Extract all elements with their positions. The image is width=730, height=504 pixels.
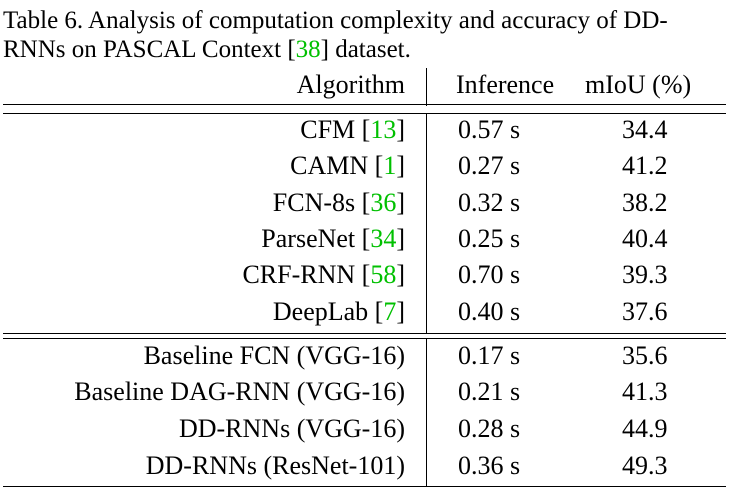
row-algorithm: FCN-8s [36] — [272, 188, 405, 217]
citation-link[interactable]: 1 — [383, 151, 397, 180]
citation-link[interactable]: 58 — [370, 260, 397, 289]
row-miou: 40.4 — [622, 224, 668, 253]
column-divider — [426, 338, 427, 487]
row-inference: 0.40 s — [458, 297, 521, 326]
row-miou: 37.6 — [622, 297, 668, 326]
row-inference: 0.25 s — [458, 224, 521, 253]
row-algorithm: CFM [13] — [300, 115, 405, 144]
table-rule — [3, 113, 726, 114]
row-algorithm: ParseNet [34] — [261, 224, 405, 253]
row-algorithm: DeepLab [7] — [272, 297, 405, 326]
row-miou: 44.9 — [622, 414, 668, 443]
row-miou: 38.2 — [622, 188, 668, 217]
row-inference: 0.36 s — [458, 451, 521, 480]
row-miou: 41.3 — [622, 377, 668, 406]
row-inference: 0.57 s — [458, 115, 521, 144]
row-inference: 0.70 s — [458, 260, 521, 289]
header-miou: mIoU (%) — [585, 70, 692, 99]
row-inference: 0.32 s — [458, 188, 521, 217]
column-divider — [426, 68, 427, 106]
row-miou: 39.3 — [622, 260, 668, 289]
citation-link[interactable]: 13 — [370, 115, 397, 144]
table-rule — [3, 486, 726, 487]
column-divider — [426, 113, 427, 334]
header-inference: Inference — [456, 70, 555, 99]
row-inference: 0.17 s — [458, 341, 521, 370]
row-algorithm: DD-RNNs (ResNet-101) — [145, 451, 405, 480]
citation-link[interactable]: 38 — [295, 36, 321, 63]
header-algorithm: Algorithm — [296, 70, 405, 99]
row-inference: 0.28 s — [458, 414, 521, 443]
table-rule — [3, 104, 726, 105]
row-algorithm: Baseline DAG-RNN (VGG-16) — [74, 377, 405, 406]
row-algorithm: CAMN [1] — [290, 151, 405, 180]
row-algorithm: Baseline FCN (VGG-16) — [143, 341, 405, 370]
table-caption: Table 6. Analysis of computation complex… — [3, 7, 668, 63]
row-miou: 35.6 — [622, 341, 668, 370]
citation-link[interactable]: 7 — [383, 297, 397, 326]
citation-link[interactable]: 34 — [370, 224, 397, 253]
row-miou: 49.3 — [622, 451, 668, 480]
row-algorithm: CRF-RNN [58] — [242, 260, 405, 289]
row-inference: 0.21 s — [458, 377, 521, 406]
citation-link[interactable]: 36 — [370, 188, 397, 217]
row-algorithm: DD-RNNs (VGG-16) — [178, 414, 405, 443]
table-rule — [3, 338, 726, 339]
row-miou: 41.2 — [622, 151, 668, 180]
row-miou: 34.4 — [622, 115, 668, 144]
row-inference: 0.27 s — [458, 151, 521, 180]
table-rule — [3, 333, 726, 334]
